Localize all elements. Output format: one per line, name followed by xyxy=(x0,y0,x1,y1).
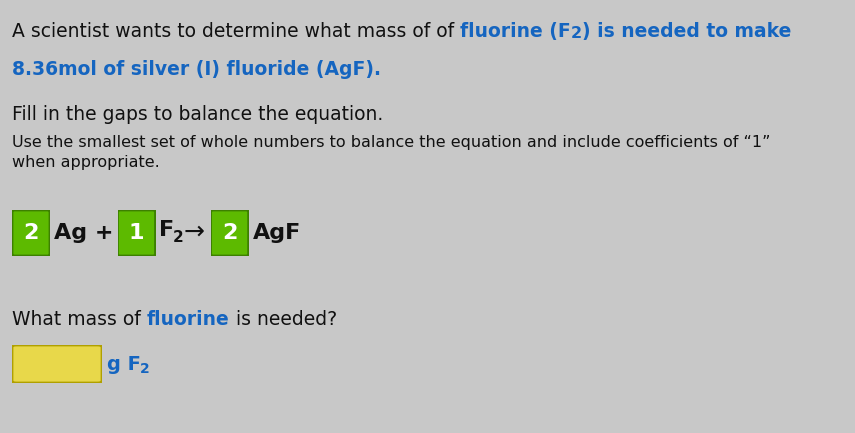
FancyBboxPatch shape xyxy=(117,210,156,256)
Text: ) is needed to make: ) is needed to make xyxy=(582,22,792,41)
Text: 2: 2 xyxy=(23,223,38,243)
Text: 2: 2 xyxy=(222,223,238,243)
FancyBboxPatch shape xyxy=(12,210,50,256)
Text: fluorine (F: fluorine (F xyxy=(460,22,571,41)
Text: 1: 1 xyxy=(129,223,144,243)
Text: g F: g F xyxy=(107,355,141,374)
Text: AgF: AgF xyxy=(252,223,301,243)
Text: Use the smallest set of whole numbers to balance the equation and include coeffi: Use the smallest set of whole numbers to… xyxy=(12,135,770,150)
Text: F: F xyxy=(158,220,174,240)
Text: Fill in the gaps to balance the equation.: Fill in the gaps to balance the equation… xyxy=(12,105,383,124)
Text: Ag +: Ag + xyxy=(54,223,114,243)
Text: 2: 2 xyxy=(140,362,150,376)
Text: is needed?: is needed? xyxy=(229,310,337,329)
Text: →: → xyxy=(184,220,204,244)
FancyBboxPatch shape xyxy=(12,345,102,383)
Text: fluorine: fluorine xyxy=(147,310,229,329)
Text: 2: 2 xyxy=(571,26,582,41)
Text: 8.36mol of silver (I) fluoride (AgF).: 8.36mol of silver (I) fluoride (AgF). xyxy=(12,60,381,79)
Text: 2: 2 xyxy=(173,230,183,246)
FancyBboxPatch shape xyxy=(210,210,249,256)
Text: when appropriate.: when appropriate. xyxy=(12,155,160,170)
Text: What mass of: What mass of xyxy=(12,310,147,329)
Text: A scientist wants to determine what mass of of: A scientist wants to determine what mass… xyxy=(12,22,460,41)
